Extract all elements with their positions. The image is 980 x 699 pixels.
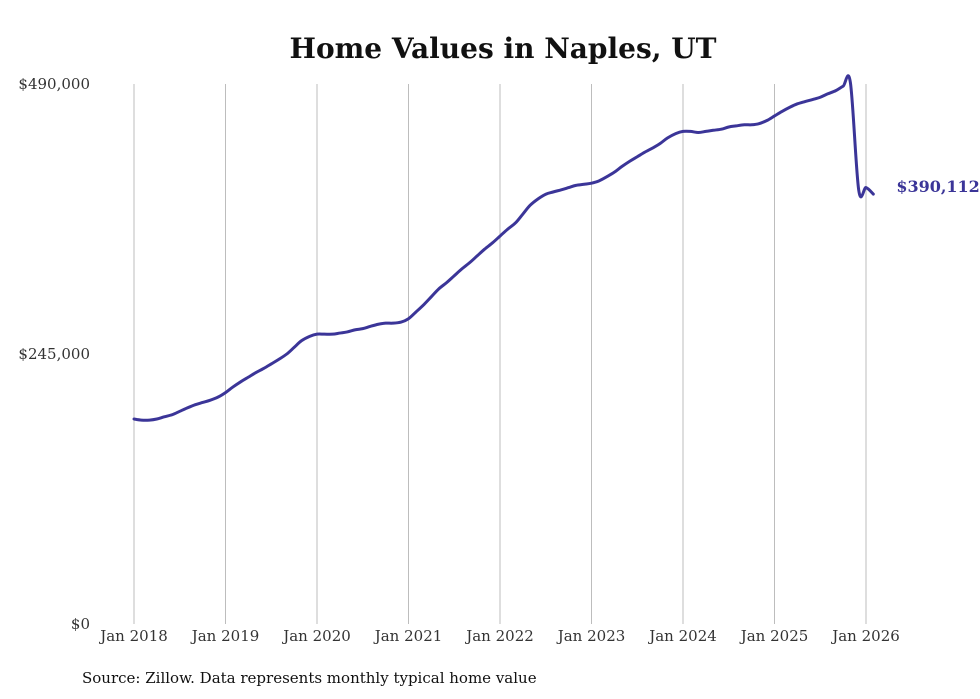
x-tick-label: Jan 2026 (830, 627, 900, 645)
x-tick-label: Jan 2023 (556, 627, 626, 645)
x-tick-label: Jan 2019 (190, 627, 260, 645)
y-tick-label: $490,000 (18, 75, 90, 93)
x-tick-label: Jan 2022 (464, 627, 534, 645)
y-tick-label: $0 (71, 615, 90, 633)
gridlines (133, 84, 867, 624)
y-tick-label: $245,000 (18, 345, 90, 363)
x-tick-label: Jan 2024 (647, 627, 717, 645)
series-layer (132, 74, 875, 422)
x-axis-tick-labels: Jan 2018 Jan 2019 Jan 2020 Jan 2021 Jan 2022… (98, 627, 900, 645)
source-note: Source: Zillow. Data represents monthly … (82, 669, 537, 687)
x-tick-label: Jan 2021 (373, 627, 443, 645)
x-tick-label: Jan 2025 (739, 627, 809, 645)
chart-title: Home Values in Naples, UT (290, 32, 717, 65)
series-line (132, 74, 875, 422)
x-tick-label: Jan 2020 (281, 627, 351, 645)
end-value-label: $390,112 (896, 177, 980, 196)
y-axis-tick-labels: $0 $245,000 $490,000 (18, 75, 90, 633)
x-tick-label: Jan 2018 (98, 627, 168, 645)
